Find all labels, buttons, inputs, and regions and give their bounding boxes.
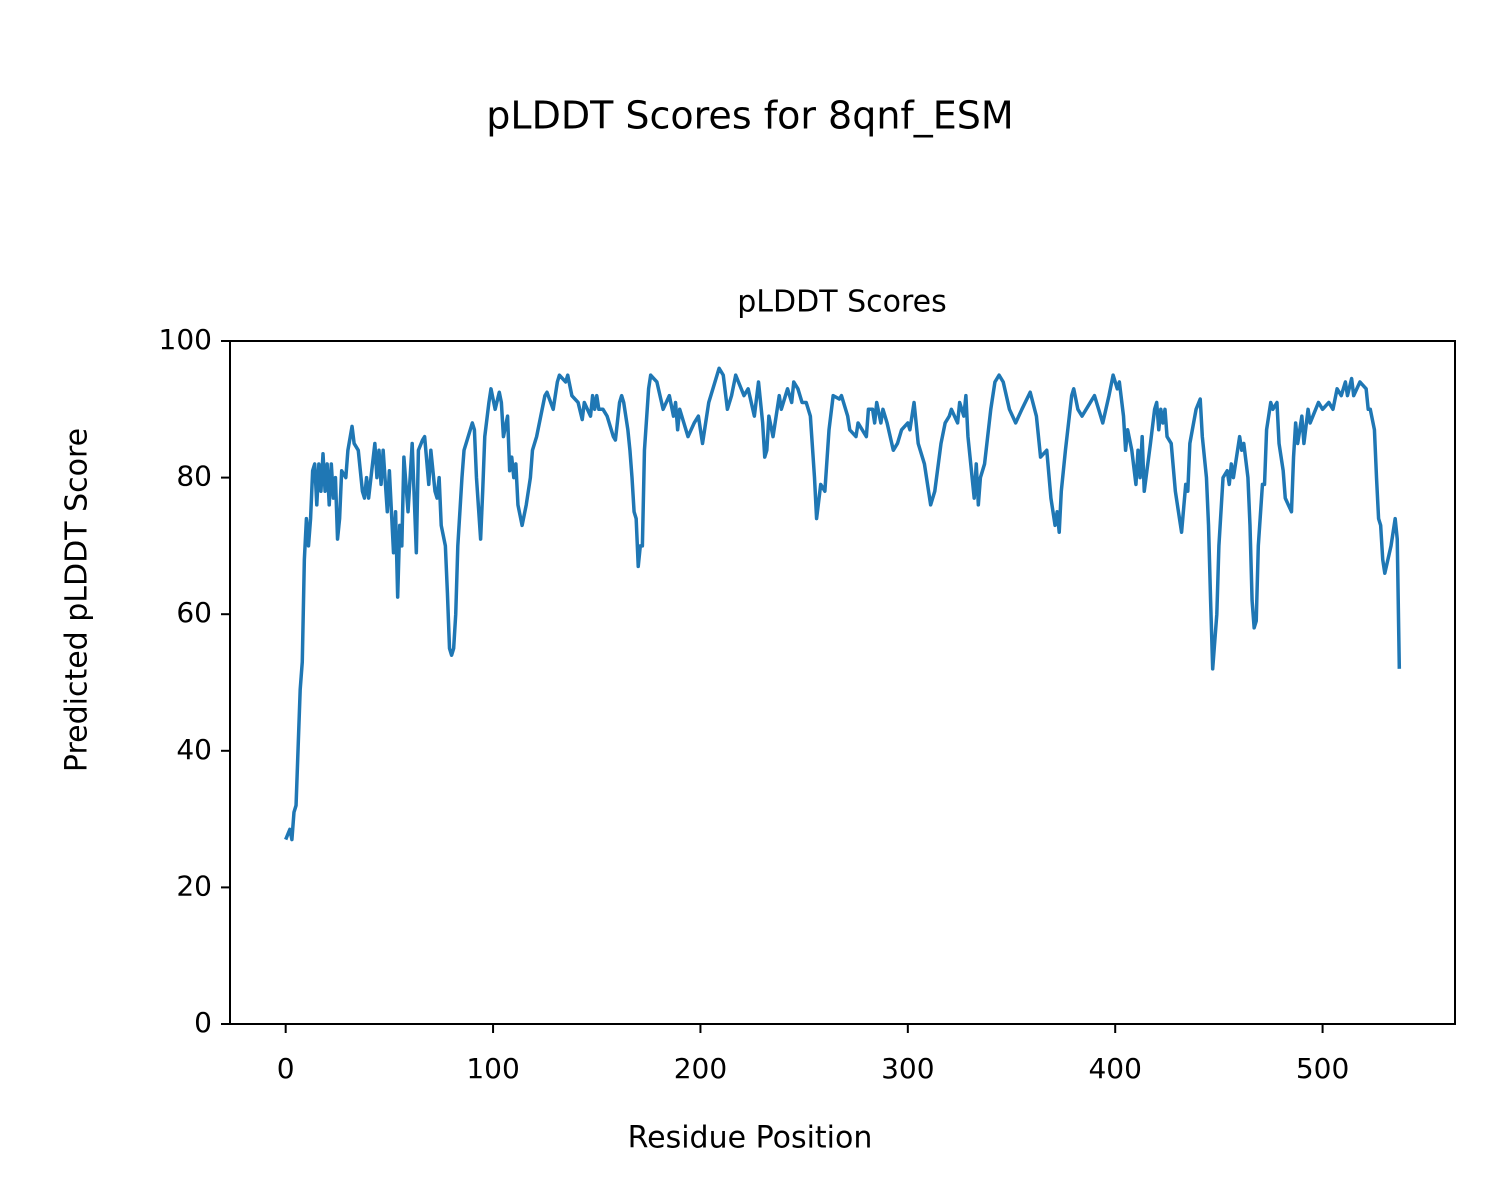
y-tick-label: 0 xyxy=(194,1006,212,1039)
x-tick-label: 300 xyxy=(881,1052,934,1085)
axes-frame xyxy=(229,340,1456,1025)
x-tick-label: 0 xyxy=(277,1052,295,1085)
x-tick-label: 200 xyxy=(674,1052,727,1085)
y-tick-label: 40 xyxy=(176,733,212,766)
figure-title: pLDDT Scores for 8qnf_ESM xyxy=(486,94,1013,138)
x-axis-label: Residue Position xyxy=(628,1121,873,1156)
y-tick-label: 80 xyxy=(176,460,212,493)
x-tick-label: 100 xyxy=(466,1052,519,1085)
y-tick-label: 20 xyxy=(176,869,212,902)
data-line xyxy=(284,366,1402,842)
x-tick-label: 400 xyxy=(1088,1052,1141,1085)
y-tick-label: 60 xyxy=(176,596,212,629)
y-axis-label: Predicted pLDDT Score xyxy=(60,428,95,772)
y-tick-label: 100 xyxy=(159,323,212,356)
axes-title: pLDDT Scores xyxy=(737,285,946,320)
x-tick-label: 500 xyxy=(1296,1052,1349,1085)
